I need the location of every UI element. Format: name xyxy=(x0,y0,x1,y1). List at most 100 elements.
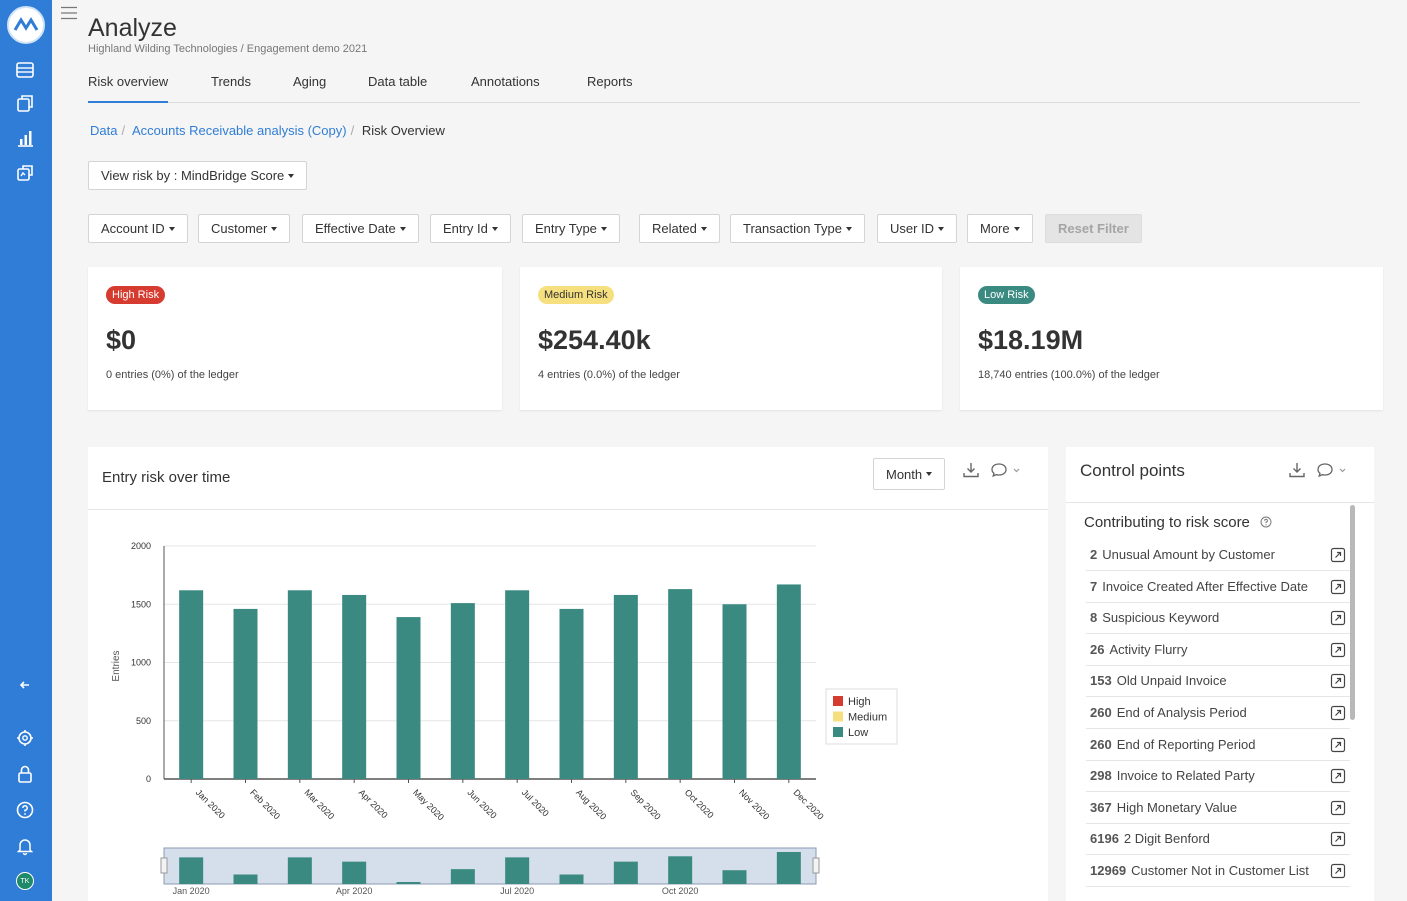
period-dropdown[interactable]: Month xyxy=(873,458,946,490)
medium-risk-badge: Medium Risk xyxy=(538,286,614,304)
breadcrumb-separator: / xyxy=(350,123,355,138)
medium-risk-card[interactable]: Medium Risk $254.40k 4 entries (0.0%) of… xyxy=(520,267,942,410)
files-icon[interactable] xyxy=(14,93,36,115)
bar-low xyxy=(505,590,530,779)
control-point-row[interactable]: 260 End of Reporting Period xyxy=(1086,729,1350,761)
control-point-row[interactable]: 12969 Customer Not in Customer List xyxy=(1086,855,1350,887)
control-point-row[interactable]: 298 Invoice to Related Party xyxy=(1086,760,1350,793)
chevron-down-icon xyxy=(926,472,933,476)
navigator-bar xyxy=(233,874,258,884)
app-logo[interactable] xyxy=(7,6,45,44)
tab-risk-overview[interactable]: Risk overview xyxy=(88,74,169,103)
navigator-label: Jan 2020 xyxy=(173,886,210,896)
bar-low xyxy=(342,594,367,779)
x-tick-label: Mar 2020 xyxy=(302,787,336,821)
navigator-window xyxy=(163,847,817,885)
open-external-icon[interactable] xyxy=(1330,610,1346,626)
comment-icon[interactable] xyxy=(1316,461,1348,479)
bar-low xyxy=(287,590,312,779)
filter-entry-id[interactable]: Entry Id xyxy=(430,214,511,243)
filter-entry-type[interactable]: Entry Type xyxy=(522,214,620,243)
control-point-count: 6196 xyxy=(1090,831,1119,847)
navigator-bar xyxy=(505,857,530,884)
page-title: Analyze xyxy=(88,14,177,42)
info-help-icon[interactable] xyxy=(1260,516,1272,528)
chevron-down-icon xyxy=(288,173,295,178)
settings-gear-icon[interactable] xyxy=(14,727,36,749)
high-risk-card[interactable]: High Risk $0 0 entries (0%) of the ledge… xyxy=(88,267,502,410)
control-point-row[interactable]: 260 End of Analysis Period xyxy=(1086,697,1350,729)
navigator-bar xyxy=(722,870,747,884)
open-external-icon[interactable] xyxy=(1330,579,1346,595)
y-tick-label: 1500 xyxy=(131,599,151,609)
filter-effective-date[interactable]: Effective Date xyxy=(302,214,419,243)
chevron-down-icon xyxy=(168,226,175,231)
reset-filter-button[interactable]: Reset Filter xyxy=(1045,214,1142,243)
control-points-subtitle: Contributing to risk score xyxy=(1084,514,1272,531)
user-avatar[interactable]: TK xyxy=(16,872,34,890)
open-external-icon[interactable] xyxy=(1330,831,1346,847)
control-point-row[interactable]: 26 Activity Flurry xyxy=(1086,634,1350,666)
filter-user-id[interactable]: User ID xyxy=(877,214,958,243)
tab-annotations[interactable]: Annotations xyxy=(471,74,540,89)
data-icon[interactable] xyxy=(14,59,36,81)
tab-data-table[interactable]: Data table xyxy=(368,74,428,89)
open-external-icon[interactable] xyxy=(1330,800,1346,816)
control-point-count: 7 xyxy=(1090,578,1098,594)
legend-label: High xyxy=(848,696,871,708)
hamburger-menu-icon[interactable] xyxy=(60,6,78,20)
open-external-icon[interactable] xyxy=(1330,863,1346,879)
legend-label: Medium xyxy=(848,712,887,724)
filter-label: More xyxy=(980,221,1010,236)
control-points-panel: Control points Contributing to risk scor… xyxy=(1066,447,1374,901)
tab-trends[interactable]: Trends xyxy=(211,74,251,89)
view-risk-by-dropdown[interactable]: View risk by : MindBridge Score xyxy=(88,161,308,190)
control-point-row[interactable]: 153 Old Unpaid Invoice xyxy=(1086,665,1350,698)
navigator-left-handle xyxy=(160,857,168,874)
x-tick-label: Jan 2020 xyxy=(194,787,227,820)
navigator-bar xyxy=(342,861,367,884)
filter-more[interactable]: More xyxy=(967,214,1033,243)
open-external-icon[interactable] xyxy=(1330,737,1346,753)
x-tick-label: Dec 2020 xyxy=(791,787,825,821)
open-external-icon[interactable] xyxy=(1330,705,1346,721)
filter-account-id[interactable]: Account ID xyxy=(88,214,188,243)
breadcrumb-analysis[interactable]: Accounts Receivable analysis (Copy) xyxy=(132,123,347,138)
filter-label: Effective Date xyxy=(315,221,396,236)
scrollbar[interactable] xyxy=(1350,505,1355,720)
analyze-chart-icon[interactable] xyxy=(14,127,36,149)
open-external-icon[interactable] xyxy=(1330,547,1346,563)
bar-low xyxy=(559,608,584,779)
control-point-row[interactable]: 8 Suspicious Keyword xyxy=(1086,602,1350,635)
collapse-arrow-icon[interactable] xyxy=(14,674,36,696)
lock-icon[interactable] xyxy=(14,763,36,785)
help-icon[interactable] xyxy=(14,799,36,821)
navigator-bar xyxy=(179,857,204,884)
filter-related[interactable]: Related xyxy=(639,214,720,243)
tab-reports[interactable]: Reports xyxy=(587,74,633,89)
comment-icon[interactable] xyxy=(990,461,1022,479)
tab-bar: Risk overview Trends Aging Data table An… xyxy=(88,70,1360,103)
x-tick-label: Jun 2020 xyxy=(465,787,498,820)
notifications-bell-icon[interactable] xyxy=(14,835,36,857)
open-external-icon[interactable] xyxy=(1330,673,1346,689)
control-point-row[interactable]: 2 Unusual Amount by Customer xyxy=(1086,539,1350,571)
breadcrumb-data[interactable]: Data xyxy=(90,123,118,138)
download-icon[interactable] xyxy=(962,461,980,479)
tab-aging[interactable]: Aging xyxy=(293,74,327,89)
low-risk-badge: Low Risk xyxy=(978,286,1035,304)
open-external-icon[interactable] xyxy=(1330,642,1346,658)
x-tick-label: Aug 2020 xyxy=(574,787,608,821)
filter-customer[interactable]: Customer xyxy=(198,214,291,243)
navigator-bar xyxy=(613,861,638,884)
reports-icon[interactable] xyxy=(14,162,36,184)
download-icon[interactable] xyxy=(1288,461,1306,479)
control-point-row[interactable]: 6196 2 Digit Benford xyxy=(1086,823,1350,856)
chevron-down-icon xyxy=(938,226,945,231)
open-external-icon[interactable] xyxy=(1330,768,1346,784)
chevron-down-icon xyxy=(700,226,707,231)
low-risk-card[interactable]: Low Risk $18.19M 18,740 entries (100.0%)… xyxy=(960,267,1383,410)
filter-transaction-type[interactable]: Transaction Type xyxy=(730,214,865,243)
control-point-row[interactable]: 367 High Monetary Value xyxy=(1086,792,1350,824)
control-point-row[interactable]: 7 Invoice Created After Effective Date xyxy=(1086,571,1350,603)
